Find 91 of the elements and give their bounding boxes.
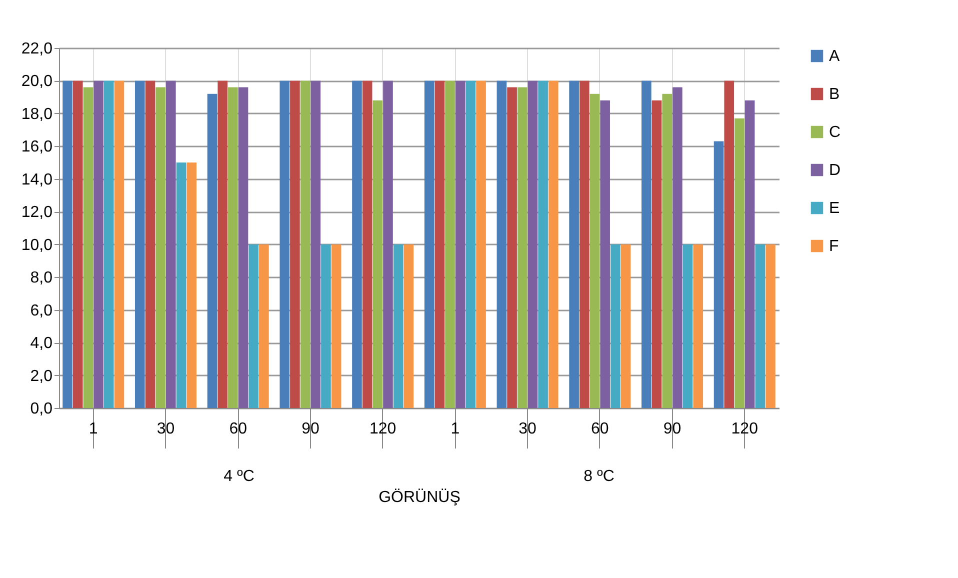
y-tick-label: 2,0 — [30, 368, 53, 385]
x-tick-label: 60 — [591, 420, 609, 438]
bar — [321, 244, 331, 408]
bar — [156, 87, 166, 408]
bar — [114, 80, 124, 408]
y-tick-label: 20,0 — [21, 73, 53, 90]
bar — [517, 87, 528, 408]
y-tick-label: 8,0 — [30, 270, 53, 287]
bar — [755, 244, 766, 408]
x-tick-label: 120 — [369, 420, 396, 438]
bar — [620, 244, 631, 408]
x-tick-label: 1 — [450, 420, 460, 438]
bar — [83, 87, 94, 408]
y-tick-label: 4,0 — [30, 335, 53, 352]
legend-label: F — [829, 238, 839, 255]
bar — [310, 80, 321, 408]
bar — [228, 87, 238, 408]
y-tick-label: 22,0 — [21, 40, 53, 58]
bar — [72, 80, 83, 408]
bar — [693, 244, 704, 408]
bar — [672, 87, 682, 408]
bar — [393, 244, 404, 408]
bar — [352, 80, 362, 408]
text: 8 ºC — [584, 468, 614, 485]
y-tick-label: 0,0 — [30, 400, 53, 418]
bar — [682, 244, 693, 408]
bar — [186, 162, 196, 408]
bar — [145, 80, 156, 408]
x-tick-label: 90 — [663, 420, 682, 438]
bar — [134, 80, 145, 408]
bar — [455, 80, 466, 408]
bar — [569, 80, 579, 408]
bar — [404, 244, 414, 408]
bar — [548, 80, 558, 408]
y-tick-label: 6,0 — [30, 302, 53, 320]
bar — [424, 80, 434, 408]
bar — [300, 80, 310, 408]
x-tick-label: 60 — [229, 420, 248, 438]
bar — [434, 80, 445, 408]
y-tick-label: 14,0 — [21, 171, 53, 188]
bar — [290, 80, 300, 408]
x-tick-label: 1 — [88, 420, 98, 438]
bar — [507, 87, 517, 408]
legend-label: D — [829, 162, 841, 179]
bar — [104, 80, 114, 408]
bar — [445, 80, 455, 408]
bar — [218, 80, 228, 408]
legend-label: C — [829, 124, 841, 141]
bar — [62, 80, 72, 408]
bar — [662, 94, 672, 408]
bar — [600, 100, 610, 408]
bar — [610, 244, 620, 408]
bar — [590, 94, 600, 408]
x-tick-label: 30 — [156, 420, 175, 438]
bar — [280, 80, 290, 408]
bar — [528, 80, 538, 408]
bar — [362, 80, 372, 408]
bar — [496, 80, 507, 408]
bar — [166, 80, 176, 408]
x-tick-label: 90 — [302, 420, 320, 438]
bar — [744, 100, 755, 408]
bar — [176, 162, 186, 408]
bar — [331, 244, 342, 408]
bar — [734, 118, 744, 408]
bar — [383, 80, 393, 408]
bar — [259, 244, 269, 408]
text: 4 ºC — [224, 468, 254, 485]
bar — [766, 244, 776, 408]
bar — [642, 80, 652, 408]
bar — [724, 80, 734, 408]
bar — [652, 100, 662, 408]
legend-label: A — [829, 48, 840, 65]
bar — [207, 94, 218, 408]
legend-label: B — [829, 86, 840, 103]
bar — [579, 80, 590, 408]
x-tick-label: 30 — [518, 420, 537, 438]
bar — [372, 100, 383, 408]
bar — [238, 87, 248, 408]
x-axis-title: GÖRÜNÜŞ — [378, 488, 460, 506]
bar — [714, 141, 724, 408]
bar — [248, 244, 259, 408]
legend-label: E — [829, 200, 840, 217]
bar — [94, 80, 104, 408]
x-tick-label: 120 — [731, 420, 758, 438]
y-tick-label: 10,0 — [21, 236, 53, 254]
y-tick-label: 18,0 — [21, 106, 53, 123]
y-tick-label: 12,0 — [21, 204, 53, 222]
y-tick-label: 16,0 — [21, 138, 53, 156]
bar — [538, 80, 548, 408]
bar — [466, 80, 476, 408]
bar — [476, 80, 486, 408]
